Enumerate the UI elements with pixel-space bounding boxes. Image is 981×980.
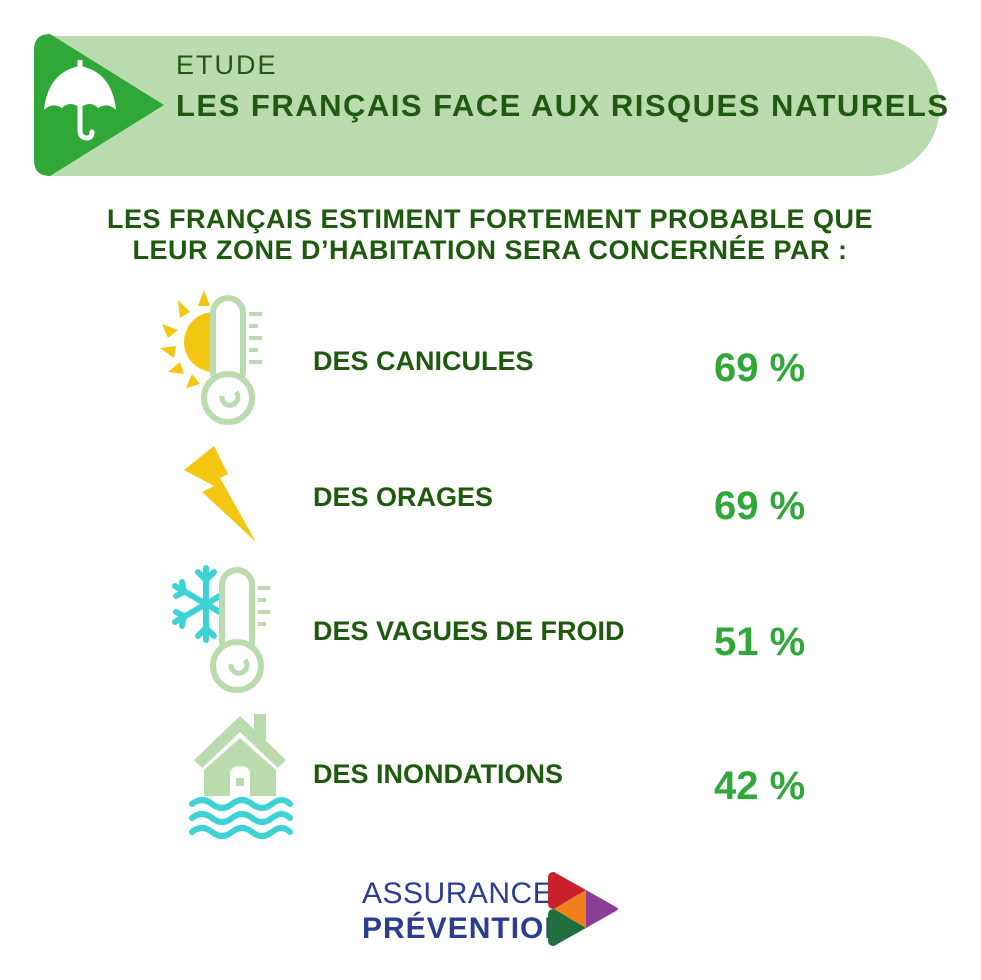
risk-value-inondations: 42 % — [714, 764, 806, 808]
risk-label-orages: DES ORAGES — [313, 482, 494, 512]
lightning-icon — [184, 446, 256, 542]
intro-text: LES FRANÇAIS ESTIMENT FORTEMENT PROBABLE… — [40, 204, 940, 266]
intro-line-2: LEUR ZONE D’HABITATION SERA CONCERNÉE PA… — [132, 235, 848, 265]
risk-value-canicules: 69 % — [714, 346, 806, 390]
risk-label-canicules: DES CANICULES — [313, 346, 534, 376]
banner-title: LES FRANÇAIS FACE AUX RISQUES NATURELS — [176, 88, 950, 123]
heatwave-icon — [160, 290, 262, 425]
risk-value-vagues-de-froid: 51 % — [714, 620, 806, 664]
risk-label-vagues-de-froid: DES VAGUES DE FROID — [313, 616, 625, 646]
banner-kicker: ETUDE — [176, 50, 278, 80]
risk-label-inondations: DES INONDATIONS — [313, 759, 564, 789]
umbrella-icon — [34, 34, 164, 176]
logo-text-assurance: ASSURANCE — [362, 877, 554, 910]
cold-wave-icon — [172, 565, 270, 693]
intro-line-1: LES FRANÇAIS ESTIMENT FORTEMENT PROBABLE… — [106, 204, 874, 234]
logo-text-prevention: PRÉVENTION — [362, 912, 568, 945]
assurance-prevention-logo-icon — [548, 872, 618, 946]
risk-value-orages: 69 % — [714, 484, 806, 528]
header-banner — [34, 36, 940, 176]
flood-icon — [189, 714, 293, 839]
